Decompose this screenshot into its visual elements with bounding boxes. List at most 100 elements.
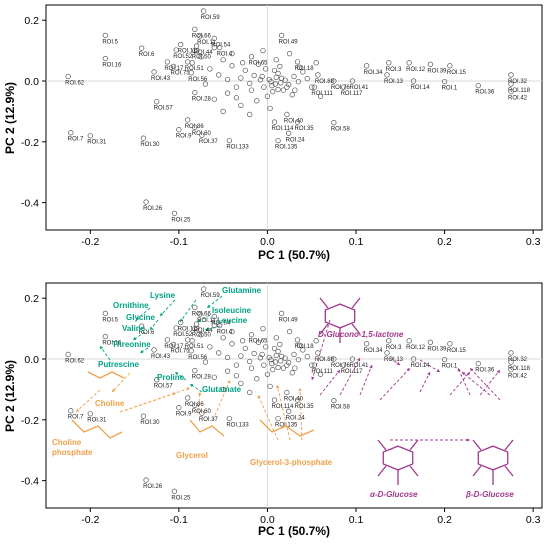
score-point [406, 338, 412, 344]
score-point [294, 337, 301, 343]
point-label: ROI.13 [384, 79, 404, 85]
score-point [280, 87, 287, 93]
x-tick-label: 0.0 [260, 236, 275, 248]
plot-frame [45, 4, 543, 231]
metabolite-label: Glycerol [176, 451, 208, 460]
point-label: ROI.56 [188, 355, 208, 361]
score-point [284, 362, 290, 368]
point-label: ROI.43 [151, 354, 171, 360]
score-point [224, 354, 231, 361]
score-point [211, 322, 217, 329]
connector-arrowhead [406, 368, 410, 372]
y-axis-label: PC 2 (12.9%) [3, 360, 17, 432]
metabolite-label: Ornithine [113, 301, 149, 310]
score-point [139, 323, 145, 329]
point-label: ROI.76 [331, 85, 351, 91]
point-label: ROI.25 [171, 217, 191, 223]
score-point [251, 350, 257, 357]
score-point [238, 75, 244, 81]
score-point [192, 124, 198, 130]
score-point [185, 337, 191, 343]
score-point [294, 119, 301, 125]
choline-structure [87, 371, 125, 379]
score-point [309, 84, 315, 90]
connector-arrowhead [133, 336, 137, 340]
score-point [331, 356, 337, 362]
metabolite-label: Threonine [112, 340, 151, 349]
score-point [363, 63, 370, 69]
point-label: ROI.28 [192, 97, 212, 103]
score-point [271, 345, 278, 352]
point-label: ROI.3 [386, 345, 402, 351]
point-label: ROI.14 [411, 85, 431, 91]
point-label: ROI.50 [192, 55, 212, 61]
score-point [151, 347, 157, 353]
plot-frame [45, 282, 543, 509]
point-label: ROI.41 [349, 85, 369, 91]
score-point [254, 98, 260, 104]
score-point [386, 338, 392, 344]
score-point [313, 60, 319, 66]
score-point [286, 50, 293, 57]
score-point [229, 328, 235, 335]
score-point [192, 402, 198, 408]
point-label: ROI.62 [65, 358, 85, 364]
score-point [292, 365, 298, 371]
point-label: ROI.44 [194, 328, 214, 334]
connector-arrowhead [276, 385, 280, 389]
score-point [173, 325, 179, 331]
score-point [220, 108, 226, 115]
point-label: ROI.18 [295, 66, 315, 72]
score-point [275, 364, 281, 371]
tick-labels: -0.2 -0.1 0.0 0.1 0.2 0.3 0.2 0.0 -0.2 -0.4 [21, 15, 541, 248]
point-label: ROI.25 [171, 495, 191, 501]
point-label: ROI.42 [508, 374, 528, 380]
score-point [282, 77, 288, 83]
y-tick-label: -0.4 [21, 198, 39, 210]
annotation-connectors [75, 295, 501, 442]
score-point [247, 80, 253, 87]
score-point [278, 353, 285, 359]
metabolite-label: Lysine [150, 291, 176, 300]
score-point [278, 32, 285, 39]
score-point [220, 386, 226, 393]
connector-arrowhead [257, 395, 261, 399]
score-point [192, 367, 198, 374]
score-point [192, 89, 198, 96]
connector-line [359, 364, 373, 396]
score-point [292, 87, 298, 93]
score-point [267, 383, 273, 390]
score-point [176, 127, 182, 133]
glycerol-structure [189, 419, 225, 437]
point-label: ROI.75 [171, 348, 191, 354]
score-point [270, 89, 276, 95]
point-label: ROI.31 [87, 140, 107, 146]
connector-line [197, 391, 201, 413]
score-point [247, 358, 253, 365]
y-axis-label: PC 2 (12.9%) [3, 82, 17, 154]
score-point [197, 311, 203, 317]
alpha-glucose-structure-bond [409, 439, 419, 451]
score-point [198, 54, 204, 60]
score-point [188, 348, 194, 354]
point-label: ROI.9 [176, 134, 192, 140]
point-label: ROI.49 [279, 317, 299, 323]
point-label: ROI.4 [217, 330, 233, 336]
score-point [508, 367, 514, 373]
point-label: ROI.6 [139, 330, 155, 336]
connector-arrowhead [462, 372, 466, 376]
x-axis-label: PC 1 (50.7%) [258, 524, 330, 538]
score-point [177, 41, 184, 48]
point-label: ROI.26 [143, 206, 163, 212]
x-tick-label: -0.1 [170, 514, 188, 526]
connector-line [179, 299, 197, 323]
score-point [226, 137, 232, 144]
score-point [199, 132, 205, 138]
metabolite-label: α-D-Glucose [370, 490, 418, 499]
score-point [192, 304, 198, 310]
beta-glucose-structure-bond [504, 439, 514, 451]
glucono-lactone-structure-bond [319, 297, 329, 309]
score-point [315, 72, 321, 78]
point-label: ROI.36 [475, 90, 495, 96]
metabolite-label: Glycine [126, 313, 155, 322]
